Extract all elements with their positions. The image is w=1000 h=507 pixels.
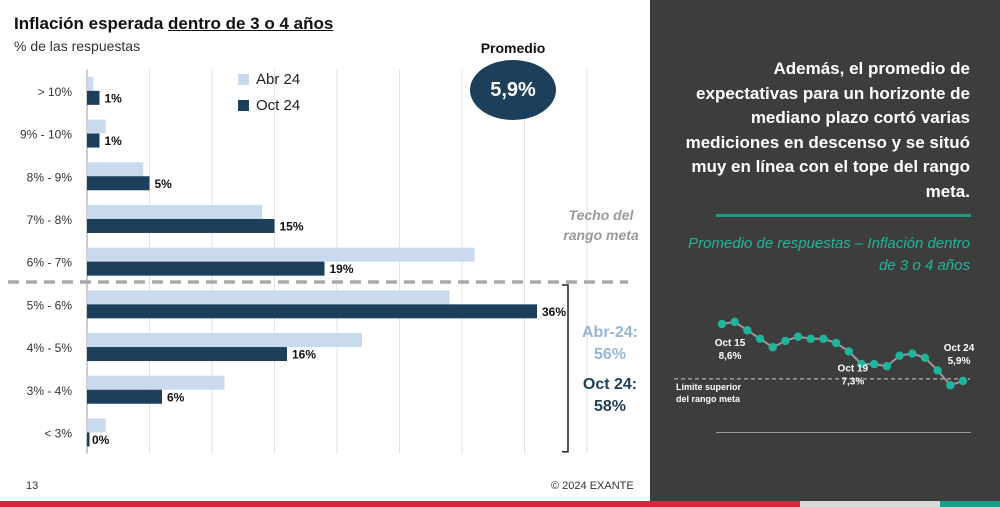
category-label: 3% - 4% <box>27 384 73 398</box>
side-panel <box>650 0 1000 501</box>
mini-annotation-name: Oct 19 <box>838 363 869 374</box>
page-number: 13 <box>26 480 39 492</box>
category-label: 4% - 5% <box>27 341 73 355</box>
category-label: 8% - 9% <box>27 170 73 184</box>
panel-divider <box>716 214 971 217</box>
chart-title: Inflación esperada dentro de 3 o 4 años <box>14 14 334 33</box>
summary-oct-value: 58% <box>593 398 627 415</box>
panel-text: Además, el promedio de expectativas para… <box>685 59 970 201</box>
legend-label-abr: Abr 24 <box>256 71 301 88</box>
copyright: © 2024 EXANTE <box>551 480 634 492</box>
footer-bar-teal <box>940 501 1000 507</box>
summary-abr: Abr-24: 56% <box>574 322 646 366</box>
mini-annotation-value: 5,9% <box>948 356 971 367</box>
mini-data-point <box>920 353 930 362</box>
mini-line-chart: Límite superior del rango meta Oct 15 8,6% O… <box>674 317 975 404</box>
category-label: > 10% <box>38 85 73 99</box>
mini-data-point <box>870 359 879 369</box>
data-label-oct-24: 1% <box>105 91 123 105</box>
legend-label-oct: Oct 24 <box>256 97 301 114</box>
mini-data-point <box>831 338 841 348</box>
bar-chart: > 10% 1% 9% - 10% 1% 8% - 9% 5% 7% - 8% 15% 6% -… <box>8 69 628 454</box>
mini-data-point <box>895 351 904 360</box>
bar-abr-24 <box>87 119 106 134</box>
mini-data-point <box>730 317 739 327</box>
mini-data-point <box>755 334 765 343</box>
mini-data-point <box>908 349 917 358</box>
average-badge: 5,9% <box>470 60 556 120</box>
bar-abr-24 <box>87 418 106 433</box>
mini-data-point <box>793 332 803 341</box>
mini-annotation-value: 8,6% <box>719 351 742 362</box>
legend-item-oct: Oct 24 <box>238 97 300 114</box>
mini-chart-title: Promedio de respuestas – Inflación dentr… <box>688 235 970 274</box>
bar-oct-24 <box>87 347 287 362</box>
mini-annotation-name: Oct 15 <box>715 338 746 349</box>
data-label-oct-24: 16% <box>292 348 316 362</box>
bar-oct-24 <box>87 90 100 105</box>
data-label-oct-24: 1% <box>105 134 123 148</box>
mini-data-point <box>743 326 752 335</box>
legend-item-abr: Abr 24 <box>238 71 300 88</box>
bar-oct-24 <box>87 389 162 404</box>
mini-annotation-value: 7,3% <box>841 376 864 387</box>
bar-abr-24 <box>87 247 475 262</box>
footer-bar-red <box>0 501 800 507</box>
data-label-oct-24: 19% <box>330 262 354 276</box>
data-label-oct-24: 15% <box>280 219 304 233</box>
mini-data-point <box>806 334 815 343</box>
mini-data-point <box>819 334 828 343</box>
summary-oct-label: Oct 24: <box>582 376 638 393</box>
summary-abr-label: Abr-24: <box>581 324 638 341</box>
mini-reference-label: Límite superior <box>676 382 742 392</box>
mini-data-point <box>781 336 790 346</box>
category-label: < 3% <box>44 426 72 440</box>
average-label: Promedio <box>480 40 546 56</box>
summary-oct: Oct 24: 58% <box>574 374 646 418</box>
summary-bracket <box>562 284 569 453</box>
data-label-oct-24: 6% <box>167 390 185 404</box>
summary-abr-value: 56% <box>593 346 627 363</box>
mini-annotation-name: Oct 24 <box>944 343 975 354</box>
category-label: 7% - 8% <box>27 213 73 227</box>
mini-data-point <box>717 319 727 329</box>
category-label: 6% - 7% <box>27 256 73 270</box>
target-ceiling-label: Techo del rango meta <box>563 207 639 243</box>
bar-abr-24 <box>87 333 362 348</box>
mini-data-point <box>933 366 942 375</box>
bar-abr-24 <box>87 375 225 390</box>
data-label-oct-24: 0% <box>92 433 110 447</box>
mini-data-point <box>857 359 866 369</box>
bar-abr-24 <box>87 76 94 91</box>
bar-abr-24 <box>87 290 450 305</box>
data-label-oct-24: 36% <box>542 305 566 319</box>
mini-chart-baseline <box>716 432 971 433</box>
bar-abr-24 <box>87 204 262 219</box>
mini-reference-label: del rango meta <box>676 394 741 404</box>
bar-oct-24 <box>87 176 150 191</box>
mini-data-point <box>946 381 955 390</box>
mini-data-point <box>882 362 892 371</box>
bar-oct-24 <box>87 133 100 148</box>
mini-data-point <box>844 347 854 356</box>
bar-oct-24 <box>87 304 537 319</box>
category-label: 9% - 10% <box>20 128 72 142</box>
mini-data-point <box>768 343 777 352</box>
mini-data-point <box>958 376 968 386</box>
footer-bar-grey <box>800 501 940 507</box>
bar-oct-24 <box>87 218 275 233</box>
bar-oct-24 <box>87 432 90 447</box>
category-label: 5% - 6% <box>27 298 73 312</box>
data-label-oct-24: 5% <box>155 177 173 191</box>
legend-swatch-oct <box>238 100 249 111</box>
bar-oct-24 <box>87 261 325 276</box>
chart-subtitle: % de las respuestas <box>14 38 141 54</box>
bar-abr-24 <box>87 162 144 177</box>
legend-swatch-abr <box>238 74 249 85</box>
